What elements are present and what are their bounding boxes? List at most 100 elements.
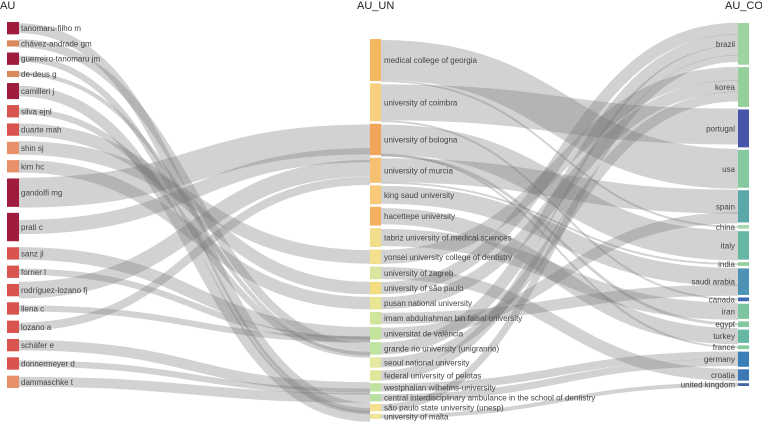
author-institution-link: [18, 159, 371, 299]
country-node-label: iran: [722, 307, 735, 316]
author-node-bar: [7, 141, 19, 155]
country-node[interactable]: usa: [722, 149, 749, 188]
author-node-label: de-deus g: [21, 70, 57, 79]
author-node[interactable]: de-deus g: [7, 70, 57, 79]
author-node[interactable]: lozano a: [7, 320, 52, 333]
institution-node[interactable]: university of são paulo: [370, 281, 464, 295]
country-node[interactable]: croatia: [711, 369, 749, 381]
country-node-bar: [738, 149, 749, 188]
institution-country-link: [380, 229, 739, 320]
author-node[interactable]: llena c: [7, 302, 44, 315]
institution-node[interactable]: university of murcia: [370, 157, 453, 183]
country-node-bar: [738, 262, 749, 266]
institution-node-bar: [370, 370, 381, 381]
author-node-bar: [7, 212, 19, 242]
institution-node-label: yonsei university college of dentistry: [384, 253, 512, 262]
country-node-label: germany: [704, 355, 735, 364]
author-institution-link: [18, 141, 371, 264]
country-node[interactable]: china: [716, 223, 749, 232]
country-node[interactable]: turkey: [713, 329, 749, 343]
institution-node-bar: [370, 413, 381, 419]
country-node[interactable]: portugal: [706, 109, 749, 148]
author-node[interactable]: rodríguez-lozano fj: [7, 283, 87, 297]
country-node-bar: [738, 351, 749, 367]
country-node[interactable]: korea: [715, 67, 749, 107]
author-node[interactable]: chávez-andrade gm: [7, 39, 92, 48]
institution-node-bar: [370, 228, 381, 247]
author-node[interactable]: prati c: [7, 212, 43, 242]
institution-country-link: [380, 154, 739, 349]
institution-node[interactable]: university of coimbra: [370, 83, 458, 122]
author-node[interactable]: gandolfi mg: [7, 178, 62, 207]
country-node[interactable]: germany: [704, 351, 749, 367]
author-node-label: duarte mah: [21, 126, 61, 135]
country-node[interactable]: italy: [721, 231, 749, 260]
country-node[interactable]: united kingdom: [681, 381, 749, 390]
institution-country-link: [380, 351, 739, 392]
country-node[interactable]: canada: [709, 295, 749, 304]
country-node[interactable]: iran: [722, 303, 749, 319]
institution-node[interactable]: universitat de valència: [370, 327, 464, 340]
country-node-label: united kingdom: [681, 381, 736, 390]
author-node[interactable]: camilleri j: [7, 83, 55, 100]
author-institution-link: [18, 85, 371, 422]
author-institution-link: [18, 247, 371, 340]
institution-node[interactable]: university of zagreb: [370, 266, 454, 280]
author-node[interactable]: donnermeyer d: [7, 357, 75, 370]
institution-node[interactable]: university of malta: [370, 412, 449, 421]
institution-node-label: medical college of georgia: [384, 56, 477, 65]
author-node[interactable]: duarte mah: [7, 123, 61, 136]
institution-node[interactable]: são paulo state university (unesp): [370, 404, 504, 413]
institution-node[interactable]: pusan national university: [370, 296, 472, 310]
author-institution-link: [18, 124, 371, 208]
institution-node[interactable]: medical college of georgia: [370, 39, 477, 81]
author-node[interactable]: dammaschke t: [7, 375, 74, 388]
author-node[interactable]: shin sj: [7, 141, 44, 155]
author-institution-link: [18, 55, 371, 415]
country-node[interactable]: brazil: [716, 23, 749, 65]
author-node[interactable]: schäfer e: [7, 338, 54, 352]
institution-node-bar: [370, 327, 381, 340]
institution-node[interactable]: seoul national university: [370, 357, 469, 368]
institution-node[interactable]: federal university of pelotas: [370, 370, 481, 381]
institution-country-link: [380, 91, 739, 368]
nodes-layer: tanomaru-filho m chávez-andrade gm guerrei…: [7, 22, 749, 421]
author-node[interactable]: sanz jl: [7, 247, 44, 260]
institution-node[interactable]: westphalian wilhelms-university: [370, 383, 496, 392]
author-institution-link: [18, 376, 371, 403]
institution-node[interactable]: yonsei university college of dentistry: [370, 249, 512, 265]
country-node-bar: [738, 224, 749, 229]
author-institution-link: [18, 160, 371, 310]
author-node[interactable]: kim hc: [7, 160, 44, 173]
institution-node[interactable]: grande rio university (unigranrio): [370, 342, 500, 355]
country-node[interactable]: spain: [716, 190, 749, 223]
author-node-label: lozano a: [21, 323, 52, 332]
institution-node[interactable]: tabriz university of medical sciences: [370, 228, 512, 247]
country-node[interactable]: india: [718, 260, 749, 269]
institution-node[interactable]: hacettepe university: [370, 206, 455, 226]
author-node[interactable]: silva ejnl: [7, 105, 52, 118]
author-institution-link: [18, 339, 371, 393]
author-node-label: guerreiro-tanomaru jm: [21, 55, 100, 64]
institution-node[interactable]: imam abdulrahman bin faisal university: [370, 311, 522, 325]
country-node[interactable]: france: [713, 343, 749, 352]
institution-node-label: pusan national university: [384, 299, 472, 308]
country-node-label: korea: [715, 83, 736, 92]
institution-node[interactable]: university of bologna: [370, 123, 458, 156]
country-node[interactable]: egypt: [715, 320, 749, 329]
author-node[interactable]: forner l: [7, 265, 46, 278]
author-institution-link: [18, 71, 371, 356]
author-node[interactable]: tanomaru-filho m: [7, 22, 81, 35]
author-institution-link: [18, 268, 371, 343]
institution-node-label: hacettepe university: [384, 212, 455, 221]
author-institution-link: [18, 23, 371, 413]
institution-node[interactable]: king saud university: [370, 185, 454, 205]
author-node-label: schäfer e: [21, 341, 54, 350]
country-node[interactable]: saudi arabia: [691, 268, 749, 295]
institution-node-bar: [370, 206, 381, 226]
country-node-label: turkey: [713, 332, 735, 341]
author-node[interactable]: guerreiro-tanomaru jm: [7, 52, 100, 65]
country-node-bar: [738, 297, 749, 302]
institution-node[interactable]: central interdisciplinary ambulance in t…: [370, 394, 595, 403]
